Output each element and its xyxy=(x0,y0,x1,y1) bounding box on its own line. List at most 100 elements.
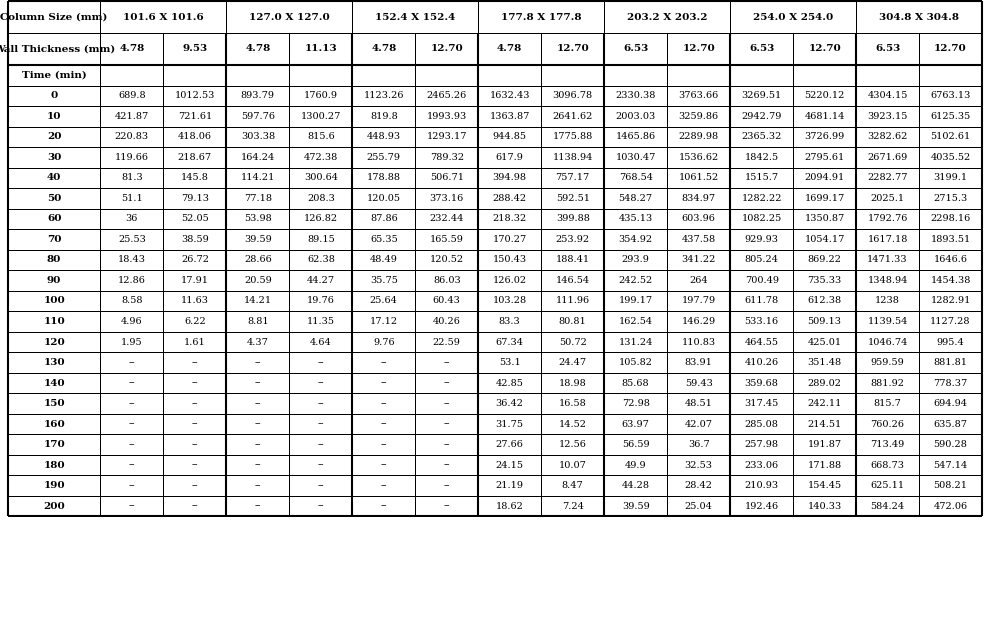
Text: 146.29: 146.29 xyxy=(682,317,715,326)
Text: 293.9: 293.9 xyxy=(622,256,649,264)
Text: 53.1: 53.1 xyxy=(499,358,521,367)
Text: 140.33: 140.33 xyxy=(808,502,841,510)
Text: 2025.1: 2025.1 xyxy=(871,194,904,203)
Text: 70: 70 xyxy=(47,235,61,244)
Text: 162.54: 162.54 xyxy=(619,317,652,326)
Text: 4.78: 4.78 xyxy=(497,44,523,54)
Text: 359.68: 359.68 xyxy=(745,379,778,387)
Text: 51.1: 51.1 xyxy=(121,194,143,203)
Text: --: -- xyxy=(444,379,450,387)
Text: 79.13: 79.13 xyxy=(181,194,209,203)
Text: 87.86: 87.86 xyxy=(370,215,398,223)
Text: 6125.35: 6125.35 xyxy=(931,112,970,121)
Text: 145.8: 145.8 xyxy=(181,174,209,182)
Text: 11.13: 11.13 xyxy=(304,44,338,54)
Text: 39.59: 39.59 xyxy=(622,502,649,510)
Text: 165.59: 165.59 xyxy=(430,235,463,244)
Text: 9.76: 9.76 xyxy=(373,338,395,346)
Text: 959.59: 959.59 xyxy=(871,358,904,367)
Text: 394.98: 394.98 xyxy=(493,174,526,182)
Text: 2795.61: 2795.61 xyxy=(805,153,844,162)
Text: --: -- xyxy=(192,420,198,428)
Text: 1293.17: 1293.17 xyxy=(426,133,467,141)
Text: 735.33: 735.33 xyxy=(808,276,841,285)
Text: 197.79: 197.79 xyxy=(682,297,715,305)
Text: 171.88: 171.88 xyxy=(808,461,841,469)
Text: 1515.7: 1515.7 xyxy=(745,174,778,182)
Text: 834.97: 834.97 xyxy=(682,194,715,203)
Text: 191.87: 191.87 xyxy=(808,440,841,449)
Text: 1238: 1238 xyxy=(875,297,900,305)
Text: --: -- xyxy=(444,399,450,408)
Text: 36.42: 36.42 xyxy=(496,399,523,408)
Text: 1282.91: 1282.91 xyxy=(930,297,971,305)
Text: --: -- xyxy=(255,502,261,510)
Text: 42.85: 42.85 xyxy=(496,379,523,387)
Text: 5102.61: 5102.61 xyxy=(931,133,970,141)
Text: 67.34: 67.34 xyxy=(496,338,523,346)
Text: 20: 20 xyxy=(47,133,61,141)
Text: 4681.14: 4681.14 xyxy=(804,112,845,121)
Text: 3096.78: 3096.78 xyxy=(553,91,592,100)
Text: 114.21: 114.21 xyxy=(241,174,276,182)
Text: --: -- xyxy=(255,420,261,428)
Text: 4.78: 4.78 xyxy=(371,44,397,54)
Text: 126.02: 126.02 xyxy=(493,276,526,285)
Text: 86.03: 86.03 xyxy=(433,276,461,285)
Text: 354.92: 354.92 xyxy=(619,235,652,244)
Text: 421.87: 421.87 xyxy=(115,112,149,121)
Text: 8.47: 8.47 xyxy=(562,481,584,490)
Text: 4.64: 4.64 xyxy=(310,338,332,346)
Text: 44.28: 44.28 xyxy=(622,481,649,490)
Text: 1030.47: 1030.47 xyxy=(616,153,656,162)
Text: 506.71: 506.71 xyxy=(430,174,463,182)
Text: --: -- xyxy=(381,481,387,490)
Text: --: -- xyxy=(318,420,324,428)
Text: 31.75: 31.75 xyxy=(496,420,523,428)
Text: 50.72: 50.72 xyxy=(559,338,586,346)
Text: --: -- xyxy=(318,379,324,387)
Text: 177.8 X 177.8: 177.8 X 177.8 xyxy=(501,13,582,21)
Text: 36.7: 36.7 xyxy=(688,440,709,449)
Text: 5220.12: 5220.12 xyxy=(804,91,845,100)
Text: 10.07: 10.07 xyxy=(559,461,586,469)
Text: 150: 150 xyxy=(43,399,65,408)
Text: --: -- xyxy=(129,461,135,469)
Text: 300.64: 300.64 xyxy=(304,174,338,182)
Text: 18.43: 18.43 xyxy=(118,256,146,264)
Text: 778.37: 778.37 xyxy=(934,379,967,387)
Text: 233.06: 233.06 xyxy=(745,461,778,469)
Text: 65.35: 65.35 xyxy=(370,235,398,244)
Text: --: -- xyxy=(444,358,450,367)
Text: 199.17: 199.17 xyxy=(619,297,652,305)
Text: 11.35: 11.35 xyxy=(307,317,335,326)
Text: 815.7: 815.7 xyxy=(874,399,901,408)
Text: --: -- xyxy=(255,358,261,367)
Text: 254.0 X 254.0: 254.0 X 254.0 xyxy=(753,13,833,21)
Text: 6.53: 6.53 xyxy=(875,44,900,54)
Text: 40: 40 xyxy=(47,174,61,182)
Text: 24.47: 24.47 xyxy=(559,358,586,367)
Text: 509.13: 509.13 xyxy=(808,317,841,326)
Text: 689.8: 689.8 xyxy=(118,91,146,100)
Text: 1282.22: 1282.22 xyxy=(741,194,782,203)
Text: 21.19: 21.19 xyxy=(496,481,523,490)
Text: --: -- xyxy=(192,502,198,510)
Text: 218.67: 218.67 xyxy=(178,153,212,162)
Text: 1792.76: 1792.76 xyxy=(867,215,908,223)
Text: --: -- xyxy=(192,399,198,408)
Text: 464.55: 464.55 xyxy=(745,338,778,346)
Text: Time (min): Time (min) xyxy=(22,71,87,80)
Text: 80: 80 xyxy=(47,256,61,264)
Text: 1127.28: 1127.28 xyxy=(930,317,971,326)
Text: 101.6 X 101.6: 101.6 X 101.6 xyxy=(123,13,204,21)
Text: 1139.54: 1139.54 xyxy=(867,317,908,326)
Text: 17.91: 17.91 xyxy=(181,276,209,285)
Text: 12.56: 12.56 xyxy=(559,440,586,449)
Text: 119.66: 119.66 xyxy=(115,153,149,162)
Text: 617.9: 617.9 xyxy=(496,153,523,162)
Text: 208.3: 208.3 xyxy=(307,194,335,203)
Text: 12.70: 12.70 xyxy=(430,44,463,54)
Text: 7.24: 7.24 xyxy=(562,502,584,510)
Text: 1454.38: 1454.38 xyxy=(930,276,971,285)
